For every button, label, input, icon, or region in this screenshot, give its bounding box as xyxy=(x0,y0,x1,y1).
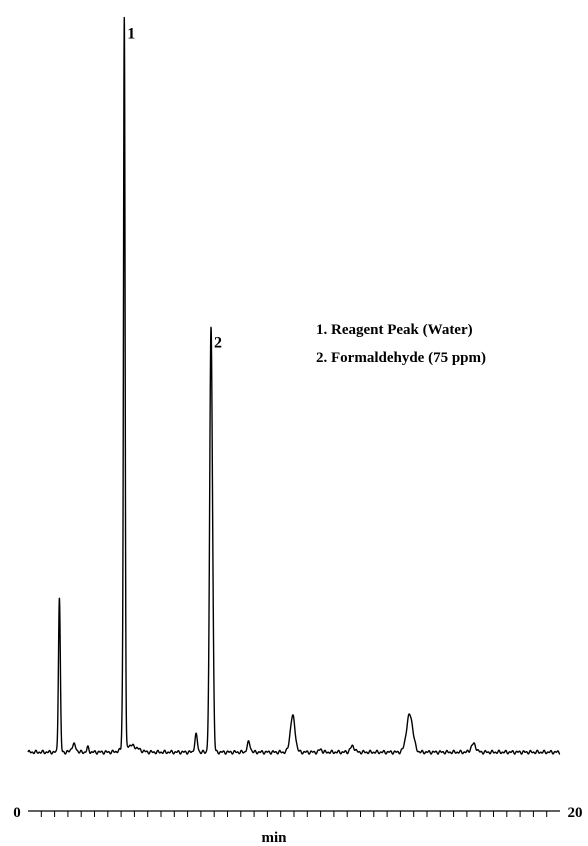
legend-entry-1: 1. Reagent Peak (Water) xyxy=(316,322,473,338)
x-axis: 0 20 min xyxy=(13,805,582,846)
peak-labels: 12 xyxy=(127,26,222,352)
x-tick-label-end: 20 xyxy=(568,805,583,821)
peak-label-2: 2 xyxy=(214,334,222,351)
legend-entry-2: 2. Formaldehyde (75 ppm) xyxy=(316,350,486,366)
x-axis-label: min xyxy=(261,830,287,846)
x-axis-ticks xyxy=(40,811,548,817)
legend: 1. Reagent Peak (Water) 2. Formaldehyde … xyxy=(316,322,486,366)
chromatogram-trace xyxy=(27,16,561,755)
peak-label-1: 1 xyxy=(127,26,135,43)
x-tick-label-start: 0 xyxy=(13,805,21,821)
